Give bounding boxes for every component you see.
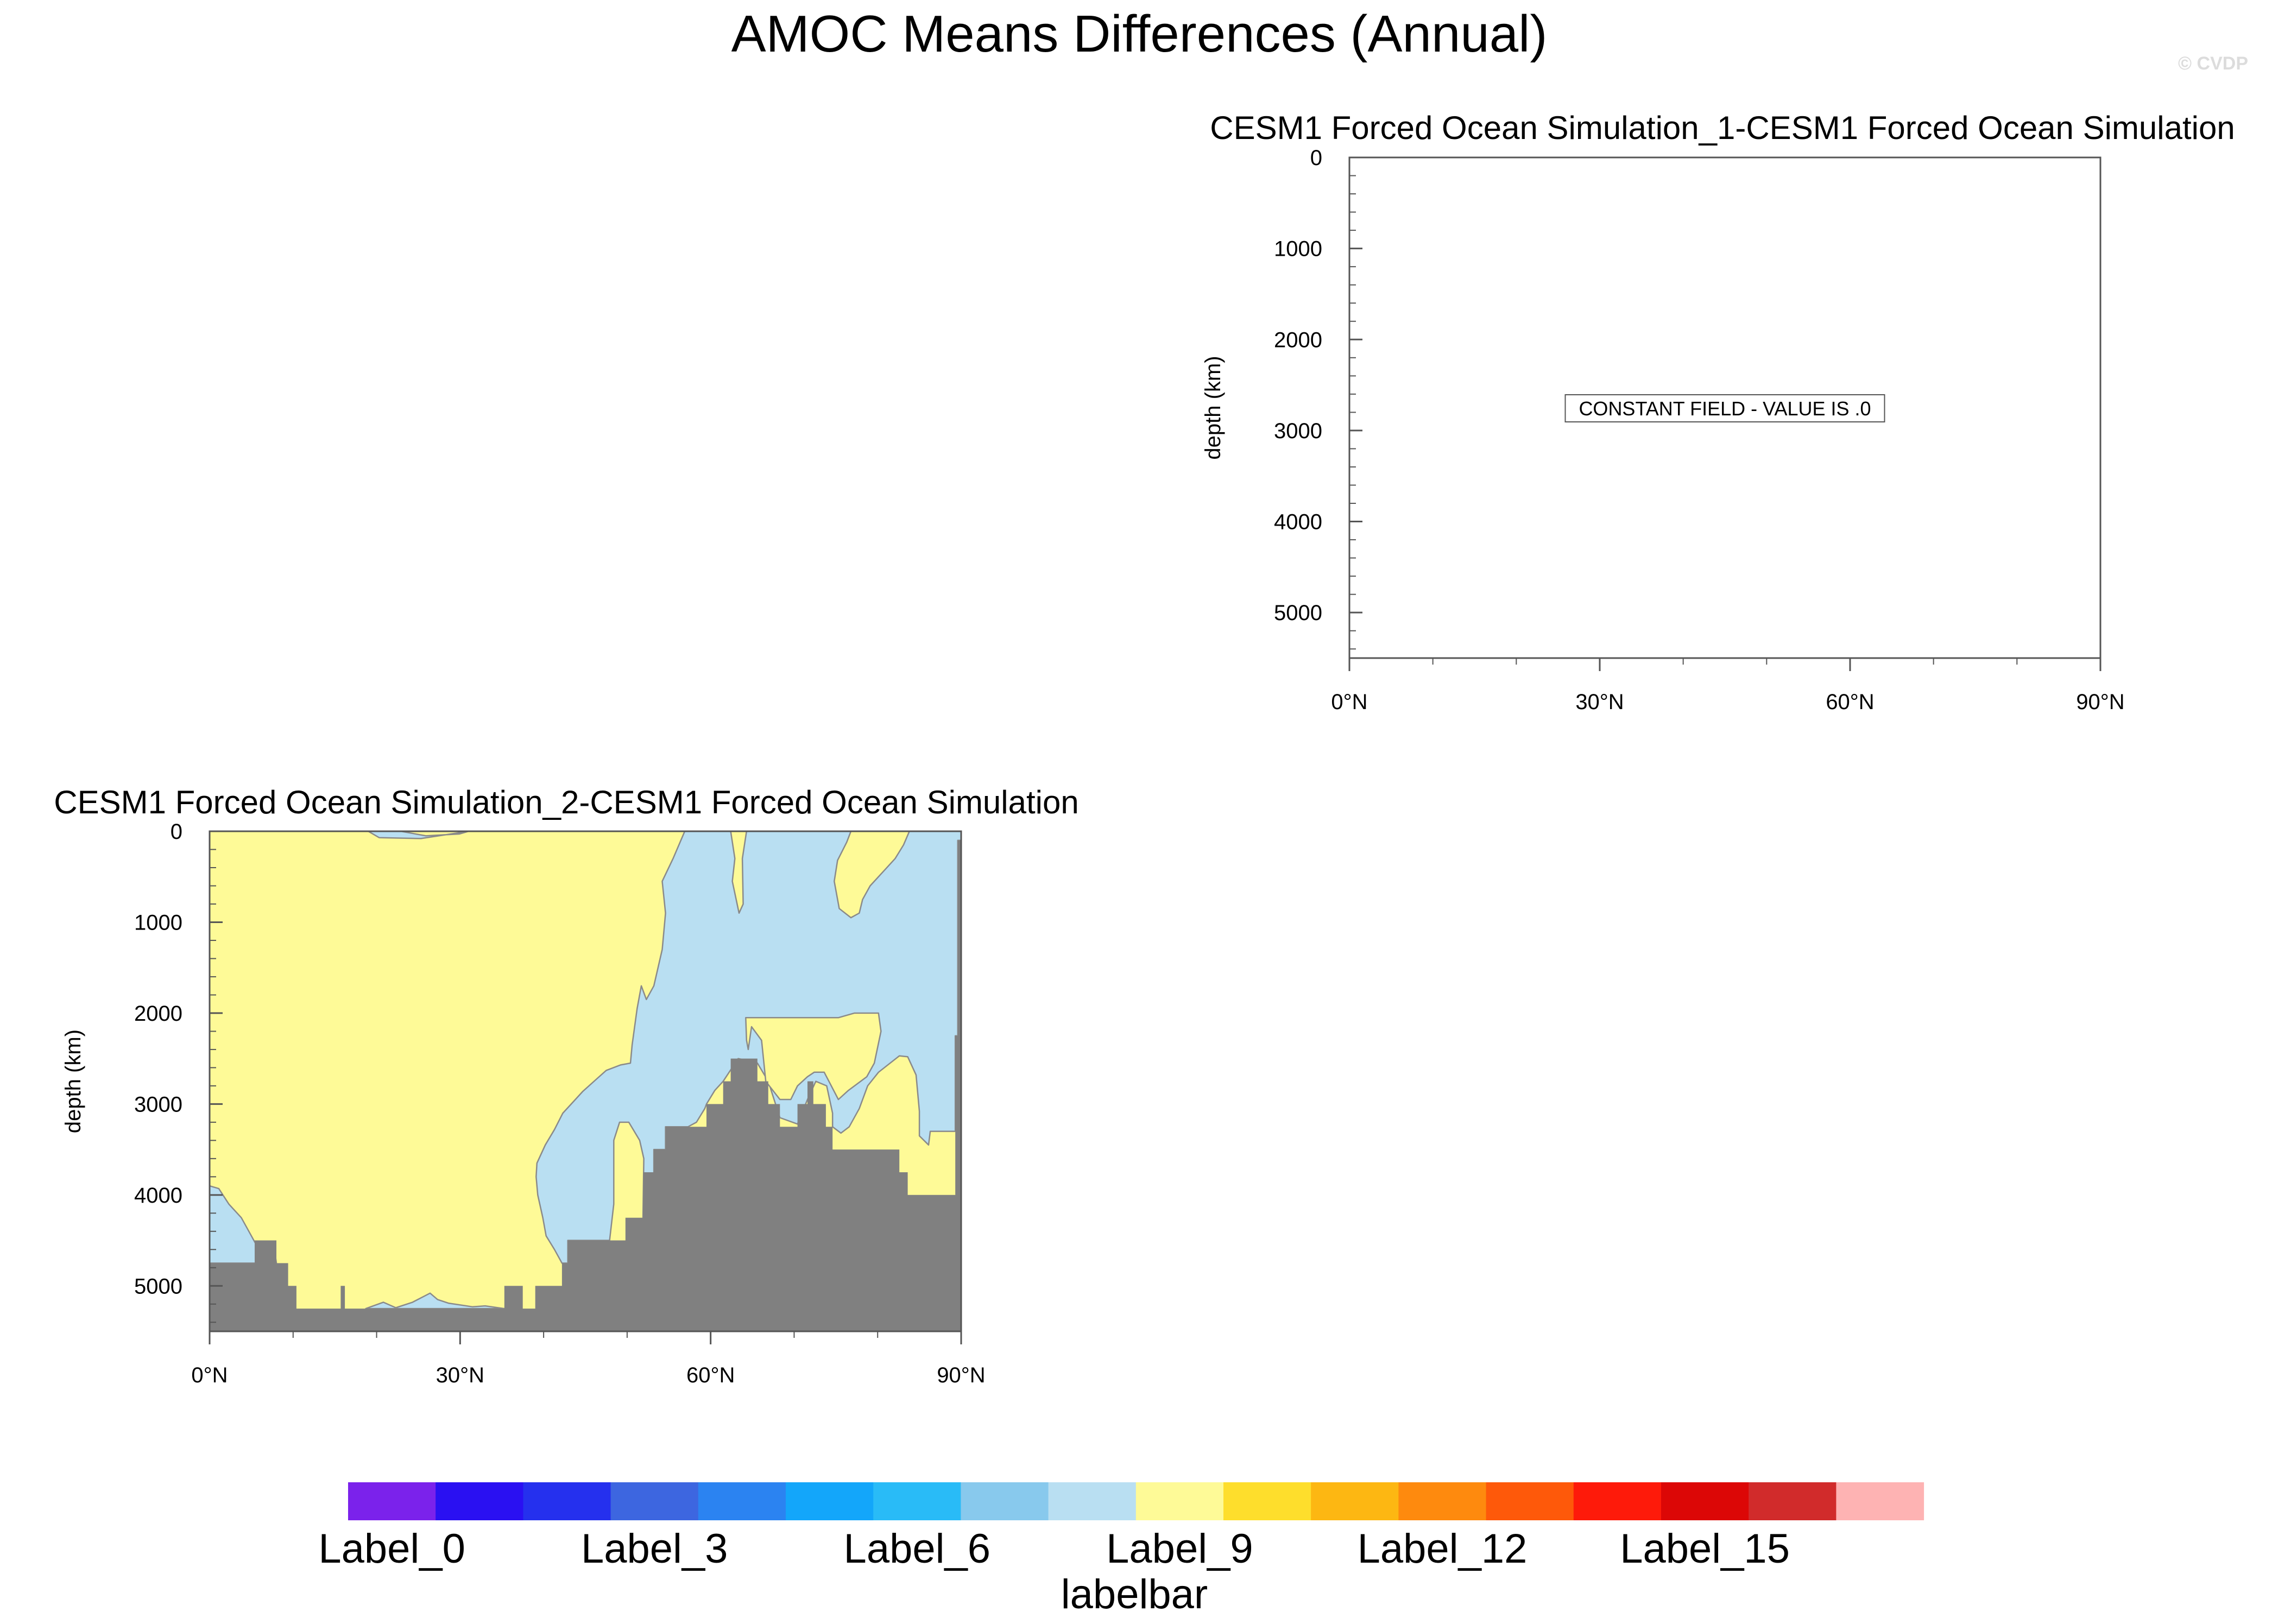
- labelbar: Label_0 Label_3 Label_6 Label_9 Label_12 Labe…: [318, 1482, 1924, 1617]
- labelbar-label: Label_3: [581, 1526, 728, 1572]
- contour-region: [745, 1012, 882, 1101]
- y-tick-label: 1000: [1274, 237, 1322, 261]
- labelbar-swatch: [1573, 1482, 1662, 1520]
- labelbar-swatch: [1661, 1482, 1749, 1520]
- labelbar-swatch: [1398, 1482, 1487, 1520]
- bathymetry-mask: [210, 840, 961, 1331]
- labelbar-label: Label_6: [844, 1526, 991, 1572]
- constant-field-message: CONSTANT FIELD - VALUE IS .0: [1579, 397, 1871, 420]
- x-tick-label: 90°N: [937, 1363, 985, 1387]
- y-tick-label: 5000: [1274, 601, 1322, 625]
- labelbar-swatch: [786, 1482, 874, 1520]
- watermark: © CVDP: [2178, 53, 2248, 74]
- labelbar-swatch: [961, 1482, 1049, 1520]
- x-tick-label: 0°N: [1331, 690, 1367, 714]
- labelbar-swatch: [1836, 1482, 1924, 1520]
- y-tick-label: 3000: [134, 1092, 182, 1116]
- x-tick-label: 0°N: [191, 1363, 228, 1387]
- y-tick-label: 5000: [134, 1274, 182, 1298]
- y-tick-label: 3000: [1274, 419, 1322, 443]
- contour-region: [365, 1292, 506, 1310]
- labelbar-swatch: [1135, 1482, 1224, 1520]
- figure-title: AMOC Means Differences (Annual): [731, 5, 1548, 63]
- plot-frame: [1348, 156, 2101, 659]
- y-axis-label: depth (km): [1201, 356, 1225, 459]
- labelbar-swatch: [523, 1482, 611, 1520]
- y-tick-label: 1000: [134, 911, 182, 934]
- labelbar-swatch: [1749, 1482, 1836, 1520]
- plot-frame: [209, 830, 962, 1332]
- labelbar-swatch: [873, 1482, 961, 1520]
- y-tick-label: 2000: [1274, 328, 1322, 352]
- x-tick-label: 30°N: [436, 1363, 484, 1387]
- labelbar-label: Label_0: [318, 1526, 465, 1572]
- panel-simulation-1: 0 1000 2000 3000 4000 5000 0°N 30°N 60°N 90°N CESM…: [1201, 110, 2235, 714]
- y-tick-label: 4000: [134, 1184, 182, 1208]
- y-tick-label: 0: [171, 820, 182, 844]
- panel-simulation-2: 0 1000 2000 3000 4000 5000 0°N 30°N 60°N 90°N CESM…: [54, 784, 1078, 1387]
- x-tick-label: 60°N: [1826, 690, 1874, 714]
- labelbar-swatch: [1486, 1482, 1574, 1520]
- labelbar-swatch: [1311, 1482, 1399, 1520]
- y-axis-label: depth (km): [61, 1029, 85, 1133]
- labelbar-label: Label_12: [1358, 1526, 1528, 1572]
- labelbar-swatch: [348, 1482, 436, 1520]
- labelbar-swatch: [1048, 1482, 1137, 1520]
- panel-title: CESM1 Forced Ocean Simulation_1-CESM1 Fo…: [1210, 110, 2235, 146]
- labelbar-title: labelbar: [1061, 1571, 1208, 1617]
- labelbar-swatch: [436, 1482, 523, 1520]
- message-box: [1564, 394, 1885, 422]
- y-tick-label: 0: [1310, 146, 1322, 170]
- x-tick-label: 90°N: [2076, 690, 2124, 714]
- y-tick-label: 4000: [1274, 510, 1322, 534]
- labelbar-swatch: [1223, 1482, 1311, 1520]
- x-tick-label: 30°N: [1575, 690, 1624, 714]
- panel-title: CESM1 Forced Ocean Simulation_2-CESM1 Fo…: [54, 784, 1078, 820]
- labelbar-label: Label_15: [1620, 1526, 1790, 1572]
- labelbar-swatch: [698, 1482, 786, 1520]
- y-tick-label: 2000: [134, 1002, 182, 1026]
- labelbar-swatch: [610, 1482, 699, 1520]
- x-tick-label: 60°N: [686, 1363, 735, 1387]
- labelbar-label: Label_9: [1106, 1526, 1253, 1572]
